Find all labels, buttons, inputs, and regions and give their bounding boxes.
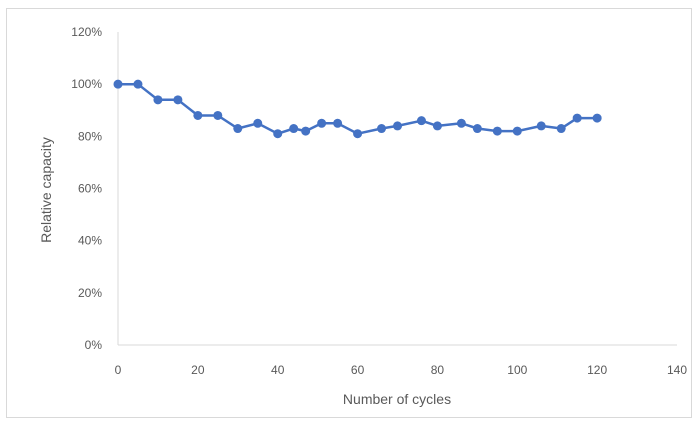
data-point <box>536 121 546 131</box>
y-tick-label: 0% <box>85 338 103 352</box>
y-tick-labels: 0% 20% 40% 60% 80% 100% 120% <box>71 25 102 352</box>
y-tick-label: 60% <box>78 182 102 196</box>
data-point <box>456 118 466 128</box>
x-tick-labels: 0 20 40 60 80 100 120 140 <box>115 363 688 377</box>
data-point <box>472 124 482 134</box>
x-tick-label: 100 <box>507 363 527 377</box>
series-points <box>113 79 602 139</box>
x-tick-label: 40 <box>271 363 285 377</box>
data-point <box>492 126 502 136</box>
data-point <box>193 110 203 120</box>
y-axis-title: Relative capacity <box>38 137 54 243</box>
data-point <box>512 126 522 136</box>
data-point <box>377 124 387 134</box>
data-point <box>173 95 183 105</box>
data-point <box>317 118 327 128</box>
data-point <box>273 129 283 139</box>
series-line <box>118 82 598 135</box>
data-point <box>353 129 363 139</box>
x-axis-title: Number of cycles <box>343 391 451 407</box>
data-point <box>113 79 123 89</box>
x-tick-label: 60 <box>351 363 365 377</box>
data-point <box>301 126 311 136</box>
data-point <box>592 113 602 123</box>
x-tick-label: 20 <box>191 363 205 377</box>
y-tick-label: 100% <box>71 77 102 91</box>
data-point <box>572 113 582 123</box>
y-tick-label: 120% <box>71 25 102 39</box>
data-point <box>213 110 223 120</box>
data-point <box>432 121 442 131</box>
data-point <box>333 118 343 128</box>
x-tick-label: 80 <box>431 363 445 377</box>
data-point <box>416 116 426 126</box>
x-tick-label: 0 <box>115 363 122 377</box>
chart-frame <box>6 8 692 418</box>
series-lines <box>118 82 598 135</box>
y-tick-label: 80% <box>78 129 102 143</box>
data-point <box>233 124 243 134</box>
x-tick-label: 120 <box>587 363 607 377</box>
data-point <box>253 118 263 128</box>
data-point <box>289 124 299 134</box>
x-tick-label: 140 <box>667 363 687 377</box>
data-point <box>133 79 143 89</box>
y-tick-label: 20% <box>78 286 102 300</box>
y-tick-label: 40% <box>78 234 102 248</box>
data-point <box>556 124 566 134</box>
data-point <box>153 95 163 105</box>
data-point <box>393 121 402 131</box>
